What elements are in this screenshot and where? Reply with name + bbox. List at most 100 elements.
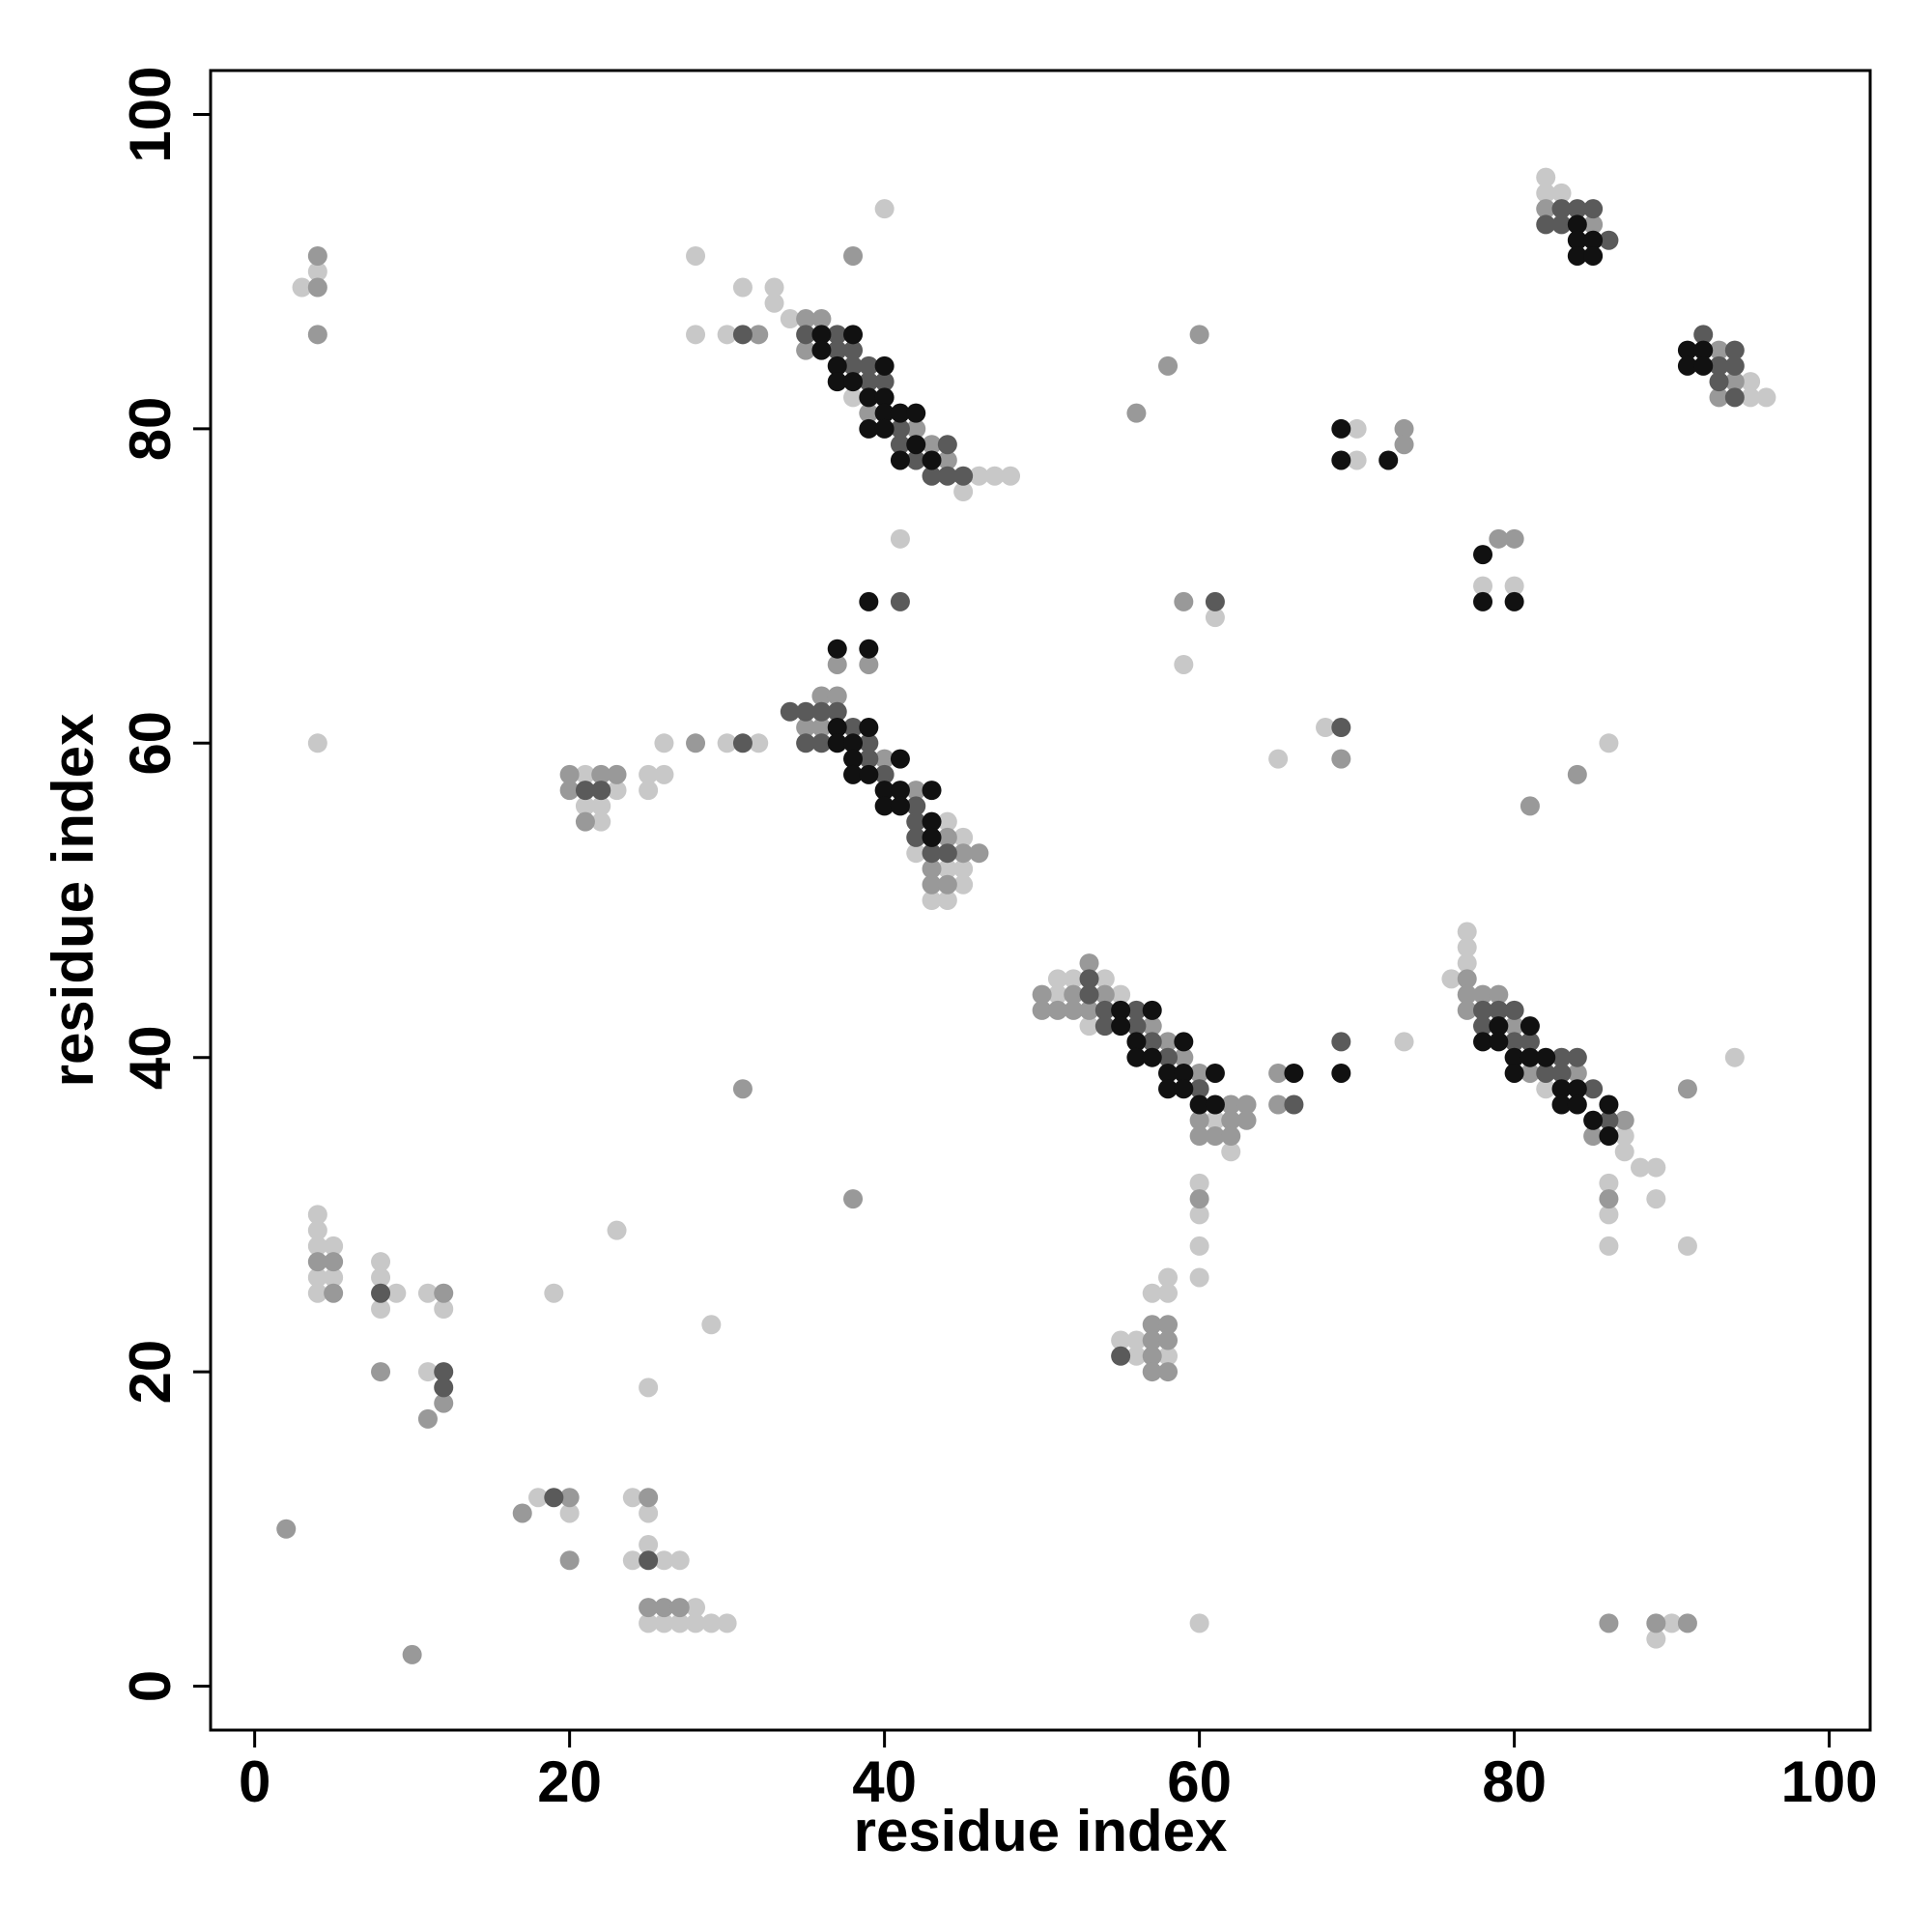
contact-point xyxy=(843,733,864,753)
contact-point xyxy=(575,796,595,816)
contact-point xyxy=(1158,1346,1179,1366)
contact-point xyxy=(1079,984,1099,1005)
y-tick-label: 80 xyxy=(118,397,183,462)
contact-point xyxy=(1189,1079,1209,1099)
contact-point xyxy=(796,309,816,329)
contact-point xyxy=(1189,1267,1209,1288)
contact-point xyxy=(1457,937,1477,957)
contact-point xyxy=(1158,1330,1179,1350)
contact-point xyxy=(1567,764,1587,784)
contact-point xyxy=(1567,1047,1587,1067)
contact-point xyxy=(1174,1032,1194,1052)
contact-point xyxy=(1536,214,1556,235)
contact-point xyxy=(307,1220,327,1240)
contact-point xyxy=(1662,1613,1682,1634)
contact-point xyxy=(1126,1032,1147,1052)
contact-point xyxy=(1158,1362,1179,1382)
contact-point xyxy=(859,733,879,753)
contact-point xyxy=(1520,1032,1540,1052)
contact-point xyxy=(922,891,942,910)
contact-point xyxy=(874,764,895,784)
contact-point xyxy=(1331,1032,1351,1052)
contact-point xyxy=(1174,1063,1194,1083)
contact-point xyxy=(1646,1629,1666,1649)
contact-point xyxy=(1064,969,1084,989)
contact-point xyxy=(1583,245,1604,266)
contact-point xyxy=(922,781,942,801)
contact-point xyxy=(1394,1032,1414,1052)
contact-point xyxy=(1111,1330,1131,1350)
contact-point xyxy=(749,733,769,753)
contact-point xyxy=(371,1267,391,1288)
contact-point xyxy=(701,1613,722,1634)
contact-point xyxy=(1599,1126,1619,1147)
contact-point xyxy=(591,796,611,816)
contact-point xyxy=(1158,1032,1179,1052)
contact-point xyxy=(1142,1315,1162,1335)
contact-point xyxy=(1709,355,1729,376)
contact-point xyxy=(1142,1047,1162,1067)
contact-point xyxy=(922,874,942,895)
x-tick-label: 40 xyxy=(852,1749,917,1814)
contact-point xyxy=(1205,1110,1225,1130)
contact-point xyxy=(890,781,910,801)
contact-point xyxy=(1142,1283,1162,1303)
contact-point xyxy=(1520,1063,1540,1083)
contact-point xyxy=(922,450,942,470)
contact-point xyxy=(307,1236,327,1256)
contact-point xyxy=(1489,1000,1509,1020)
contact-point xyxy=(1646,1613,1666,1634)
contact-point xyxy=(1520,1047,1540,1067)
contact-point xyxy=(859,718,879,738)
contact-point xyxy=(1551,1047,1572,1067)
contact-point xyxy=(622,1488,642,1508)
contact-point xyxy=(1158,1063,1179,1083)
contact-point xyxy=(827,325,847,345)
contact-point xyxy=(874,372,895,392)
contact-point xyxy=(953,843,974,864)
y-tick-label: 0 xyxy=(118,1670,183,1702)
contact-point xyxy=(324,1252,344,1272)
contact-point xyxy=(843,245,864,266)
contact-point xyxy=(686,325,706,345)
contact-point xyxy=(859,764,879,784)
contact-point xyxy=(1599,1173,1619,1193)
contact-point xyxy=(1583,1079,1604,1099)
contact-point xyxy=(544,1283,564,1303)
contact-point xyxy=(528,1488,549,1508)
contact-point xyxy=(1567,214,1587,235)
contact-point xyxy=(1142,1346,1162,1366)
contact-point xyxy=(1567,230,1587,250)
y-tick-label: 60 xyxy=(118,711,183,776)
contact-point xyxy=(906,827,926,847)
contact-point xyxy=(1174,654,1194,674)
contact-point xyxy=(1709,372,1729,392)
contact-point xyxy=(607,764,627,784)
contact-point xyxy=(1189,1613,1209,1634)
contact-point xyxy=(717,1613,737,1634)
contact-point xyxy=(1504,1063,1524,1083)
contact-point xyxy=(324,1267,344,1288)
contact-point xyxy=(1599,733,1619,753)
contact-point xyxy=(890,591,910,611)
contact-point xyxy=(1583,1110,1604,1130)
contact-point xyxy=(1551,199,1572,219)
contact-point xyxy=(859,418,879,439)
contact-point xyxy=(417,1283,438,1303)
contact-point xyxy=(984,466,1005,486)
contact-point xyxy=(1583,230,1604,250)
contact-point xyxy=(937,843,957,864)
contact-point xyxy=(922,859,942,879)
contact-point xyxy=(1489,1032,1509,1052)
contact-point xyxy=(906,450,926,470)
contact-point xyxy=(1457,953,1477,974)
contact-point xyxy=(1047,984,1067,1005)
contact-point xyxy=(764,293,784,313)
contact-point xyxy=(1473,1032,1493,1052)
contact-point xyxy=(1205,1063,1225,1083)
contact-point xyxy=(1489,984,1509,1005)
contact-point xyxy=(1599,230,1619,250)
contact-point xyxy=(953,466,974,486)
contact-point xyxy=(1473,591,1493,611)
contact-point xyxy=(1236,1094,1257,1115)
